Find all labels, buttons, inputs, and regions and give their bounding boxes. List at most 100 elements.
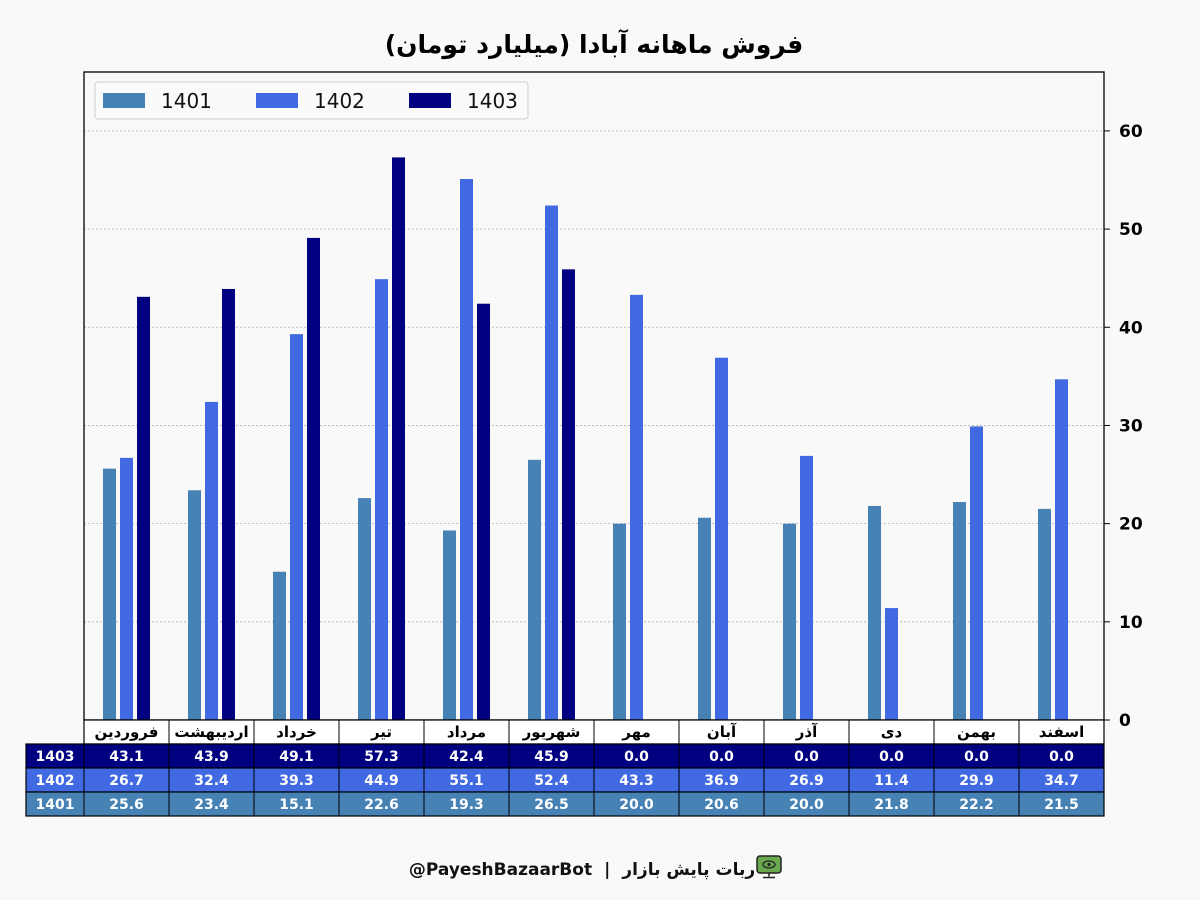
grid-lines [84,130,1104,623]
y-tick-label: 20 [1119,515,1143,535]
table-cell: 26.9 [789,773,824,789]
bar-1403-5 [562,269,575,720]
y-tick-label: 30 [1119,416,1143,436]
bar-1402-11 [1055,379,1068,720]
bars [103,157,1068,720]
bar-1402-0 [120,457,133,720]
x-category-label: تیر [370,723,392,741]
bar-1401-3 [358,498,371,720]
table-row-1403 [25,743,1105,769]
bar-1402-4 [460,179,473,720]
table-cell: 57.3 [364,749,399,765]
table-cell: 55.1 [449,773,484,789]
y-tick-label: 40 [1119,318,1143,338]
bar-1403-4 [477,303,490,720]
x-category-label: فروردین [95,723,159,741]
table-cell: 0.0 [964,749,989,765]
bar-1402-1 [205,401,218,720]
bar-1401-8 [783,523,796,720]
bar-1402-6 [630,294,643,720]
table-row-label: 1403 [36,749,75,765]
table-cell: 0.0 [879,749,904,765]
table-cell: 25.6 [109,797,144,813]
table-cell: 43.3 [619,773,654,789]
table-cell: 21.8 [874,797,909,813]
y-tick-label: 10 [1119,613,1143,633]
bar-1403-2 [307,237,320,720]
bar-1401-2 [273,571,286,720]
bar-1402-7 [715,357,728,720]
y-tick-label: 50 [1119,220,1143,240]
bar-1401-5 [528,459,541,720]
table-cell: 21.5 [1044,797,1079,813]
table-row-label: 1402 [36,773,75,789]
legend-label-1401: 1401 [161,89,212,113]
x-category-label: خرداد [276,723,317,741]
table-cell: 34.7 [1044,773,1079,789]
table-cell: 26.7 [109,773,144,789]
bar-1401-10 [953,502,966,720]
table-cell: 20.0 [619,797,654,813]
table-cell: 0.0 [1049,749,1074,765]
footer-handle: @PayeshBazaarBot [408,859,593,880]
bar-1401-1 [188,490,201,720]
footer-separator: | [604,859,611,880]
bar-1401-6 [613,523,626,720]
data-table: فروردین اردیبهشت خرداد تیر مرداد شهریور مهر آبا… [25,719,1105,817]
chart-title: فروش ماهانه آبادا (میلیارد تومان) [384,30,804,59]
bar-1403-3 [392,157,405,720]
table-row-label: 1401 [36,797,75,813]
table-cell: 0.0 [624,749,649,765]
bar-1402-2 [290,334,303,720]
table-row-1401 [25,791,1105,817]
legend-label-1403: 1403 [467,89,518,113]
x-category-label: شهریور [522,723,581,741]
x-category-label: دی [881,723,903,741]
bar-1402-8 [800,455,813,720]
table-cell: 45.9 [534,749,569,765]
table-cell: 43.9 [194,749,229,765]
table-cell: 0.0 [794,749,819,765]
legend-label-1402: 1402 [314,89,365,113]
table-cell: 0.0 [709,749,734,765]
table-cell: 22.2 [959,797,994,813]
bar-1402-5 [545,205,558,720]
bar-1401-0 [103,468,116,720]
bar-1403-0 [137,296,150,720]
footer-bot-name: ربات پایش بازار [622,859,756,880]
table-cell: 44.9 [364,773,399,789]
table-cell: 26.5 [534,797,569,813]
legend-swatch-1401 [103,93,145,108]
table-cell: 15.1 [279,797,314,813]
table-cell: 19.3 [449,797,484,813]
y-tick-label: 0 [1119,711,1131,731]
table-cell: 22.6 [364,797,399,813]
legend-box [94,81,529,120]
table-cell: 11.4 [874,773,909,789]
table-cell: 36.9 [704,773,739,789]
monitor-icon [755,855,783,884]
bar-1402-10 [970,426,983,720]
bar-1401-4 [443,530,456,720]
x-category-label: بهمن [957,723,996,741]
table-cell: 23.4 [194,797,229,813]
plot-frame [83,71,1105,721]
table-cell: 39.3 [279,773,314,789]
x-category-label: مهر [621,723,651,741]
x-category-label: آبان [707,723,737,741]
bar-1402-9 [885,608,898,720]
table-cell: 43.1 [109,749,144,765]
x-category-label: آذر [795,723,818,741]
table-cell: 32.4 [194,773,229,789]
table-cell: 52.4 [534,773,569,789]
x-category-label: اسفند [1039,723,1084,741]
table-cell: 29.9 [959,773,994,789]
footer: @PayeshBazaarBot | ربات پایش بازار [0,855,1200,884]
bar-1401-9 [868,505,881,720]
bar-1401-11 [1038,508,1051,720]
table-cell: 20.6 [704,797,739,813]
bar-1403-1 [222,288,235,720]
table-cell: 42.4 [449,749,484,765]
bar-1402-3 [375,279,388,720]
